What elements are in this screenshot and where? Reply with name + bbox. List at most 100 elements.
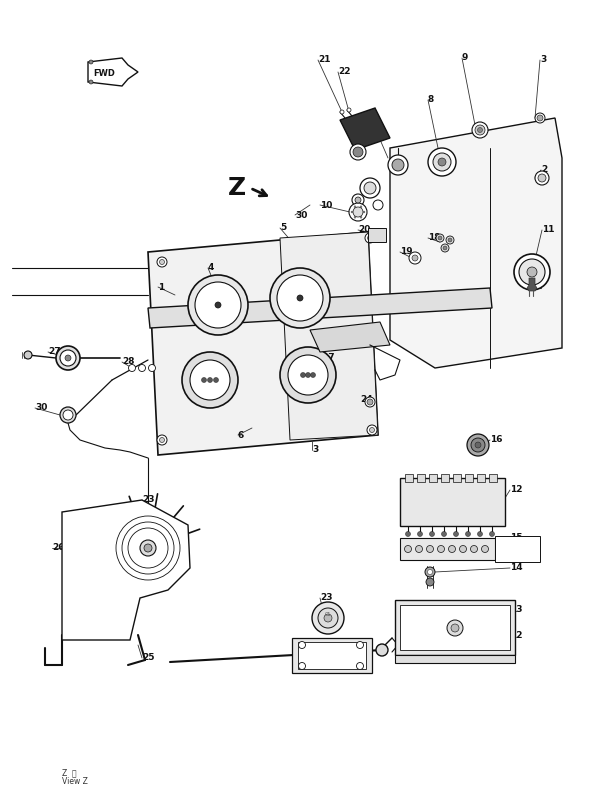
Circle shape bbox=[535, 113, 545, 123]
Circle shape bbox=[373, 200, 383, 210]
Circle shape bbox=[159, 438, 164, 442]
Circle shape bbox=[350, 144, 366, 160]
Text: 2: 2 bbox=[541, 165, 547, 175]
Circle shape bbox=[448, 238, 452, 242]
Text: 19: 19 bbox=[400, 247, 412, 256]
Text: 8: 8 bbox=[428, 95, 434, 105]
Text: 14: 14 bbox=[510, 563, 522, 572]
Circle shape bbox=[388, 155, 408, 175]
Circle shape bbox=[340, 110, 344, 114]
Text: C1: C1 bbox=[325, 612, 331, 617]
Bar bbox=[400, 605, 510, 650]
Bar bbox=[298, 642, 366, 669]
Polygon shape bbox=[148, 288, 492, 328]
Circle shape bbox=[24, 351, 32, 359]
Circle shape bbox=[129, 364, 136, 372]
Polygon shape bbox=[390, 118, 562, 368]
Text: 25: 25 bbox=[68, 604, 80, 613]
Circle shape bbox=[56, 346, 80, 370]
Circle shape bbox=[215, 302, 221, 308]
Circle shape bbox=[190, 360, 230, 400]
Circle shape bbox=[415, 546, 422, 552]
Circle shape bbox=[433, 153, 451, 171]
Circle shape bbox=[159, 260, 164, 264]
Circle shape bbox=[299, 663, 305, 670]
Circle shape bbox=[427, 570, 433, 575]
Text: 27: 27 bbox=[48, 347, 61, 356]
Circle shape bbox=[471, 546, 478, 552]
Polygon shape bbox=[310, 322, 390, 352]
Circle shape bbox=[324, 614, 332, 622]
Circle shape bbox=[312, 602, 344, 634]
Polygon shape bbox=[148, 232, 378, 455]
Circle shape bbox=[478, 531, 483, 537]
Text: View Z: View Z bbox=[62, 776, 88, 786]
Text: 28: 28 bbox=[122, 358, 134, 367]
Circle shape bbox=[351, 211, 353, 213]
Circle shape bbox=[425, 567, 435, 577]
Circle shape bbox=[360, 216, 362, 218]
Circle shape bbox=[538, 174, 546, 182]
Bar bbox=[489, 474, 497, 482]
Bar bbox=[441, 474, 449, 482]
Text: 7: 7 bbox=[375, 123, 381, 132]
Circle shape bbox=[471, 438, 485, 452]
Circle shape bbox=[436, 234, 444, 242]
Circle shape bbox=[449, 546, 456, 552]
Bar bbox=[429, 474, 437, 482]
Bar bbox=[395, 600, 515, 655]
Circle shape bbox=[60, 350, 76, 366]
Circle shape bbox=[514, 254, 550, 290]
Circle shape bbox=[527, 267, 537, 277]
Circle shape bbox=[405, 546, 412, 552]
Text: 6: 6 bbox=[238, 430, 245, 439]
Circle shape bbox=[352, 194, 364, 206]
Circle shape bbox=[453, 531, 459, 537]
Circle shape bbox=[472, 122, 488, 138]
Bar bbox=[495, 536, 540, 562]
Text: 25: 25 bbox=[142, 654, 155, 663]
Circle shape bbox=[270, 268, 330, 328]
Bar bbox=[453, 474, 461, 482]
Circle shape bbox=[467, 434, 489, 456]
Circle shape bbox=[214, 377, 218, 383]
Circle shape bbox=[441, 244, 449, 252]
Text: 9: 9 bbox=[462, 53, 468, 63]
Circle shape bbox=[430, 531, 434, 537]
Text: Z  標: Z 標 bbox=[62, 768, 77, 778]
Bar bbox=[400, 538, 495, 560]
Circle shape bbox=[311, 372, 315, 377]
Circle shape bbox=[438, 236, 442, 240]
Circle shape bbox=[409, 252, 421, 264]
Circle shape bbox=[157, 257, 167, 267]
Text: 21: 21 bbox=[318, 56, 330, 64]
Text: 11: 11 bbox=[542, 226, 555, 235]
Bar bbox=[400, 478, 505, 526]
Bar bbox=[417, 474, 425, 482]
Text: 20: 20 bbox=[358, 226, 370, 235]
Circle shape bbox=[365, 397, 375, 407]
Circle shape bbox=[376, 644, 388, 656]
Circle shape bbox=[465, 531, 471, 537]
Circle shape bbox=[63, 410, 73, 420]
Circle shape bbox=[182, 352, 238, 408]
Circle shape bbox=[441, 531, 446, 537]
Circle shape bbox=[299, 642, 305, 649]
Circle shape bbox=[519, 259, 545, 285]
Circle shape bbox=[305, 372, 311, 377]
Text: 22: 22 bbox=[338, 68, 350, 77]
Circle shape bbox=[89, 60, 93, 64]
Text: 30: 30 bbox=[35, 404, 48, 413]
Text: 12: 12 bbox=[510, 630, 522, 639]
Circle shape bbox=[89, 80, 93, 84]
Text: 12: 12 bbox=[510, 485, 522, 495]
Circle shape bbox=[353, 147, 363, 157]
Circle shape bbox=[318, 608, 338, 628]
Circle shape bbox=[406, 531, 411, 537]
Text: 17: 17 bbox=[322, 354, 334, 363]
Polygon shape bbox=[88, 58, 138, 86]
Circle shape bbox=[356, 642, 364, 649]
Text: 10: 10 bbox=[320, 201, 333, 210]
Text: 23: 23 bbox=[108, 505, 121, 514]
Bar bbox=[292, 638, 372, 673]
